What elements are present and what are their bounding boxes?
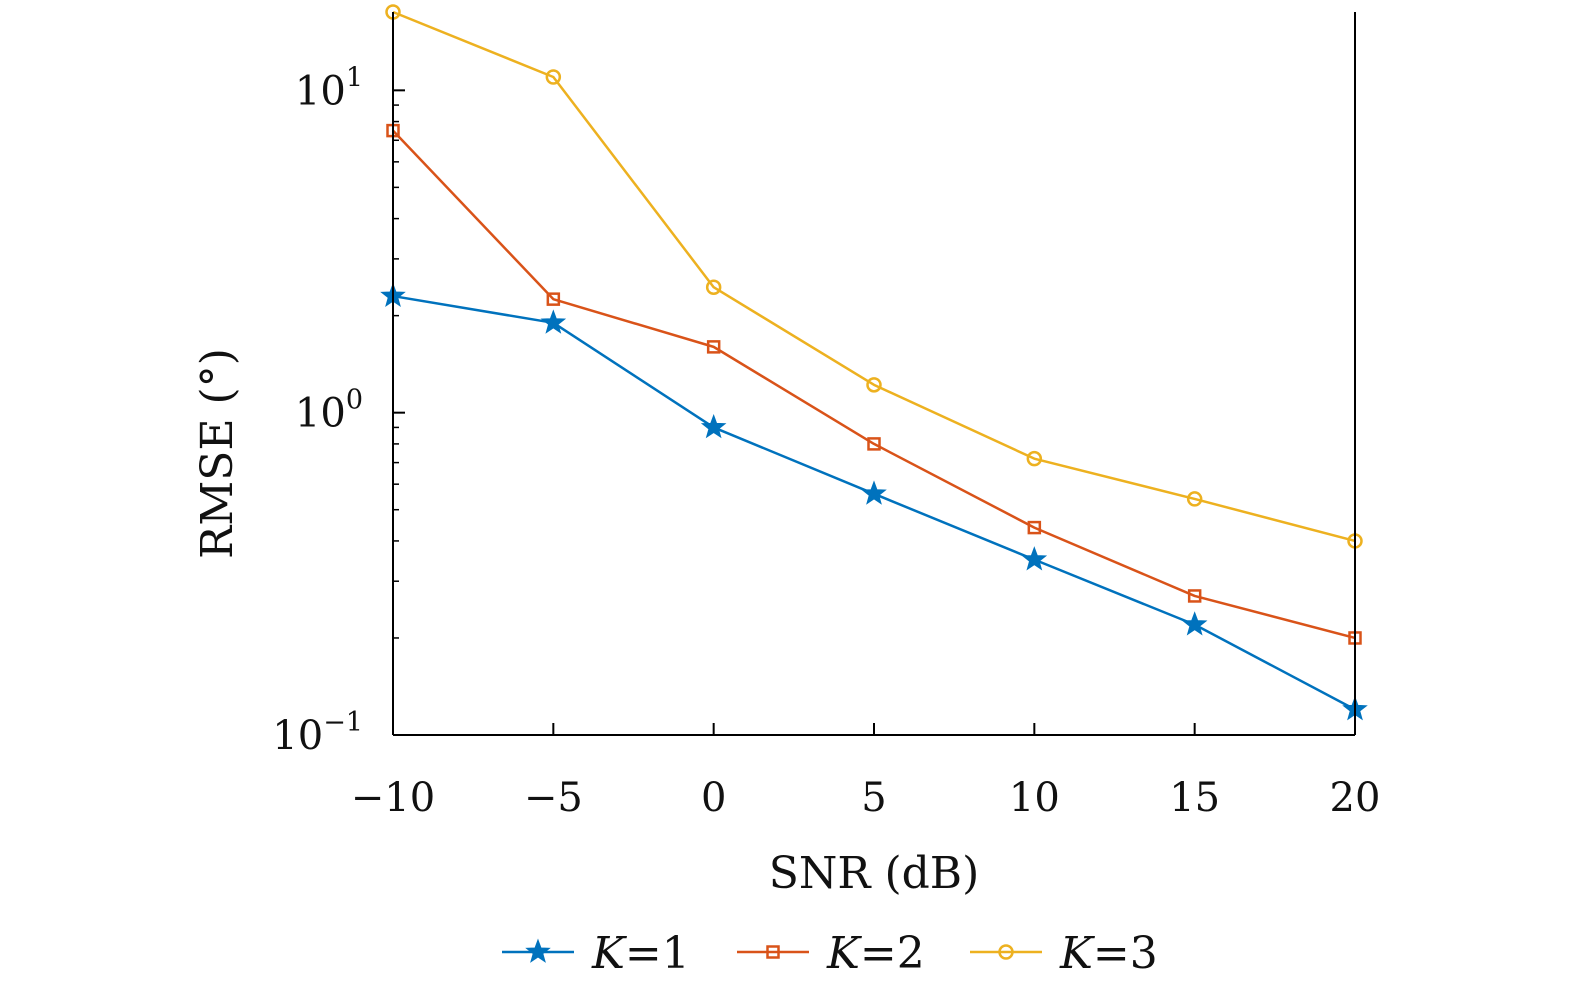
y-tick-label: 100 xyxy=(295,385,363,437)
data-point xyxy=(546,292,561,306)
legend-marker xyxy=(525,938,551,963)
x-tick-label: −10 xyxy=(351,775,435,821)
x-tick-label: 0 xyxy=(701,775,726,821)
legend-label-variable: K xyxy=(1059,928,1095,979)
legend-item-2: K=2 xyxy=(737,928,925,979)
legend-label-variable: K xyxy=(591,928,627,979)
data-point xyxy=(545,69,562,85)
data-point xyxy=(1027,520,1042,535)
y-tick-exponent: 0 xyxy=(346,385,363,416)
legend-label-value: =1 xyxy=(625,928,690,979)
legend-label-value: =2 xyxy=(860,928,925,979)
legend: K=1 K=2 K=3 xyxy=(502,928,1158,979)
legend-label: K=3 xyxy=(1059,928,1158,979)
x-tick-label: 15 xyxy=(1169,775,1220,821)
data-point xyxy=(866,377,882,393)
y-tick-label: 10−1 xyxy=(272,707,363,759)
x-tick-label: −5 xyxy=(524,775,583,821)
plot-area xyxy=(380,4,1368,721)
data-point xyxy=(1186,491,1203,507)
legend-marker xyxy=(766,945,780,959)
series-line xyxy=(392,10,1356,543)
data-point xyxy=(1026,450,1043,467)
legend-label-variable: K xyxy=(826,928,862,979)
data-point xyxy=(867,437,881,451)
data-point xyxy=(706,340,721,354)
data-point xyxy=(1187,589,1202,603)
y-tick-label: 101 xyxy=(295,62,363,114)
series-line xyxy=(392,129,1356,640)
series-2 xyxy=(386,123,1362,645)
legend-label-value: =3 xyxy=(1093,928,1158,979)
legend-item-1: K=1 xyxy=(502,928,690,979)
legend-label: K=2 xyxy=(826,928,925,979)
series-1 xyxy=(380,282,1368,721)
x-axis-title: SNR (dB) xyxy=(769,848,980,899)
x-tick-label: 10 xyxy=(1009,775,1060,821)
legend-label: K=1 xyxy=(591,928,690,979)
legend-marker xyxy=(998,944,1014,960)
data-point xyxy=(1021,546,1048,571)
legend-item-3: K=3 xyxy=(970,928,1158,979)
x-tick-label: 5 xyxy=(861,775,886,821)
x-tick-label: 20 xyxy=(1330,775,1381,821)
data-point xyxy=(540,309,567,334)
data-point xyxy=(705,279,722,295)
y-tick-exponent: 1 xyxy=(346,62,363,93)
data-point xyxy=(1181,611,1208,636)
data-point xyxy=(861,480,887,505)
y-tick-exponent: −1 xyxy=(323,707,363,738)
y-axis-title: RMSE (°) xyxy=(192,348,243,559)
data-point xyxy=(700,413,727,439)
